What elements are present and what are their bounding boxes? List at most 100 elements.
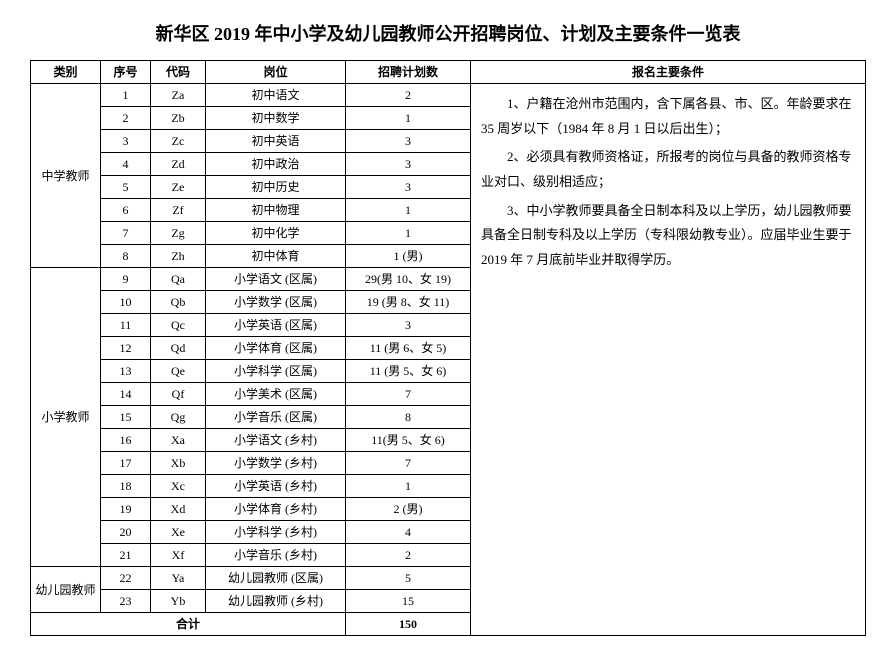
cell-position: 初中化学 [206, 222, 346, 245]
cell-position: 小学体育 (乡村) [206, 498, 346, 521]
cell-index: 14 [101, 383, 151, 406]
cell-plan: 7 [346, 383, 471, 406]
cell-code: Zg [151, 222, 206, 245]
cell-plan: 29(男 10、女 19) [346, 268, 471, 291]
header-plan: 招聘计划数 [346, 61, 471, 84]
conditions-paragraph: 2、必须具有教师资格证，所报考的岗位与具备的教师资格专业对口、级别相适应； [481, 145, 855, 194]
cell-code: Qg [151, 406, 206, 429]
cell-plan: 1 [346, 475, 471, 498]
cell-code: Qc [151, 314, 206, 337]
cell-index: 8 [101, 245, 151, 268]
cell-position: 初中体育 [206, 245, 346, 268]
cell-code: Zd [151, 153, 206, 176]
cell-plan: 1 [346, 222, 471, 245]
cell-plan: 3 [346, 314, 471, 337]
cell-plan: 11(男 5、女 6) [346, 429, 471, 452]
cell-plan: 8 [346, 406, 471, 429]
cell-code: Za [151, 84, 206, 107]
cell-position: 初中语文 [206, 84, 346, 107]
cell-plan: 2 [346, 84, 471, 107]
cell-index: 15 [101, 406, 151, 429]
cell-code: Xa [151, 429, 206, 452]
cell-total-value: 150 [346, 613, 471, 636]
cell-position: 初中英语 [206, 130, 346, 153]
cell-index: 16 [101, 429, 151, 452]
table-row: 中学教师1Za初中语文21、户籍在沧州市范围内，含下属各县、市、区。年龄要求在 … [31, 84, 866, 107]
cell-code: Xd [151, 498, 206, 521]
cell-index: 3 [101, 130, 151, 153]
cell-position: 小学语文 (乡村) [206, 429, 346, 452]
cell-index: 6 [101, 199, 151, 222]
cell-code: Xb [151, 452, 206, 475]
cell-position: 幼儿园教师 (乡村) [206, 590, 346, 613]
cell-code: Qf [151, 383, 206, 406]
cell-index: 7 [101, 222, 151, 245]
cell-position: 小学美术 (区属) [206, 383, 346, 406]
cell-index: 12 [101, 337, 151, 360]
table-header-row: 类别 序号 代码 岗位 招聘计划数 报名主要条件 [31, 61, 866, 84]
cell-plan: 3 [346, 130, 471, 153]
header-position: 岗位 [206, 61, 346, 84]
cell-plan: 2 (男) [346, 498, 471, 521]
cell-index: 13 [101, 360, 151, 383]
cell-position: 初中历史 [206, 176, 346, 199]
conditions-paragraph: 1、户籍在沧州市范围内，含下属各县、市、区。年龄要求在 35 周岁以下（1984… [481, 92, 855, 141]
cell-plan: 7 [346, 452, 471, 475]
cell-code: Xc [151, 475, 206, 498]
cell-code: Yb [151, 590, 206, 613]
cell-position: 小学英语 (乡村) [206, 475, 346, 498]
cell-code: Ya [151, 567, 206, 590]
cell-plan: 11 (男 5、女 6) [346, 360, 471, 383]
cell-position: 小学数学 (乡村) [206, 452, 346, 475]
cell-plan: 2 [346, 544, 471, 567]
header-category: 类别 [31, 61, 101, 84]
conditions-paragraph: 3、中小学教师要具备全日制本科及以上学历，幼儿园教师要具备全日制专科及以上学历（… [481, 199, 855, 273]
cell-plan: 1 [346, 199, 471, 222]
cell-plan: 11 (男 6、女 5) [346, 337, 471, 360]
cell-position: 初中数学 [206, 107, 346, 130]
cell-position: 初中政治 [206, 153, 346, 176]
cell-code: Qb [151, 291, 206, 314]
cell-plan: 1 (男) [346, 245, 471, 268]
cell-index: 22 [101, 567, 151, 590]
cell-position: 幼儿园教师 (区属) [206, 567, 346, 590]
cell-index: 2 [101, 107, 151, 130]
cell-index: 23 [101, 590, 151, 613]
header-conditions: 报名主要条件 [471, 61, 866, 84]
cell-plan: 3 [346, 176, 471, 199]
cell-code: Xe [151, 521, 206, 544]
cell-category: 中学教师 [31, 84, 101, 268]
cell-index: 5 [101, 176, 151, 199]
cell-index: 20 [101, 521, 151, 544]
cell-position: 小学英语 (区属) [206, 314, 346, 337]
cell-plan: 1 [346, 107, 471, 130]
cell-position: 小学音乐 (区属) [206, 406, 346, 429]
cell-index: 10 [101, 291, 151, 314]
header-index: 序号 [101, 61, 151, 84]
cell-total-label: 合计 [31, 613, 346, 636]
page-title: 新华区 2019 年中小学及幼儿园教师公开招聘岗位、计划及主要条件一览表 [30, 20, 866, 46]
cell-index: 4 [101, 153, 151, 176]
cell-position: 小学科学 (乡村) [206, 521, 346, 544]
cell-code: Zb [151, 107, 206, 130]
cell-index: 18 [101, 475, 151, 498]
cell-code: Zc [151, 130, 206, 153]
cell-index: 1 [101, 84, 151, 107]
cell-index: 21 [101, 544, 151, 567]
cell-code: Xf [151, 544, 206, 567]
cell-index: 17 [101, 452, 151, 475]
cell-position: 初中物理 [206, 199, 346, 222]
cell-index: 19 [101, 498, 151, 521]
cell-plan: 19 (男 8、女 11) [346, 291, 471, 314]
header-code: 代码 [151, 61, 206, 84]
cell-position: 小学数学 (区属) [206, 291, 346, 314]
cell-code: Ze [151, 176, 206, 199]
cell-position: 小学体育 (区属) [206, 337, 346, 360]
cell-index: 11 [101, 314, 151, 337]
cell-plan: 4 [346, 521, 471, 544]
cell-category: 幼儿园教师 [31, 567, 101, 613]
cell-plan: 3 [346, 153, 471, 176]
cell-index: 9 [101, 268, 151, 291]
recruitment-table: 类别 序号 代码 岗位 招聘计划数 报名主要条件 中学教师1Za初中语文21、户… [30, 60, 866, 636]
cell-code: Qe [151, 360, 206, 383]
